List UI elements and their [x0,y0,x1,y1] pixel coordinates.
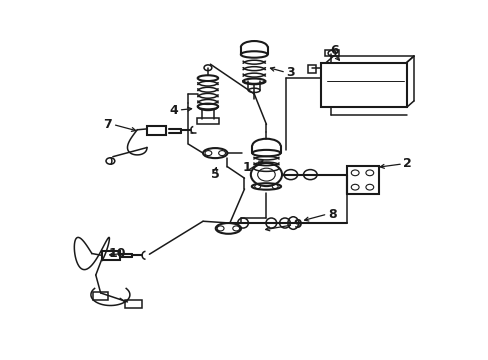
Text: 5: 5 [210,168,219,181]
Text: 8: 8 [327,208,336,221]
Bar [325,50,338,56]
Bar [125,301,142,309]
Text: 7: 7 [103,118,112,131]
Text: 1: 1 [242,161,251,174]
Text: 9: 9 [293,218,302,231]
Bar [147,126,166,135]
Bar [102,251,120,260]
Bar [93,292,108,300]
Text: 4: 4 [169,104,178,117]
Bar [321,63,406,107]
Text: 2: 2 [403,157,411,170]
Bar [346,166,378,194]
Text: 3: 3 [286,66,295,79]
Bar [197,118,218,125]
Text: 10: 10 [109,247,126,260]
Text: 6: 6 [330,44,338,57]
Bar [307,65,316,73]
